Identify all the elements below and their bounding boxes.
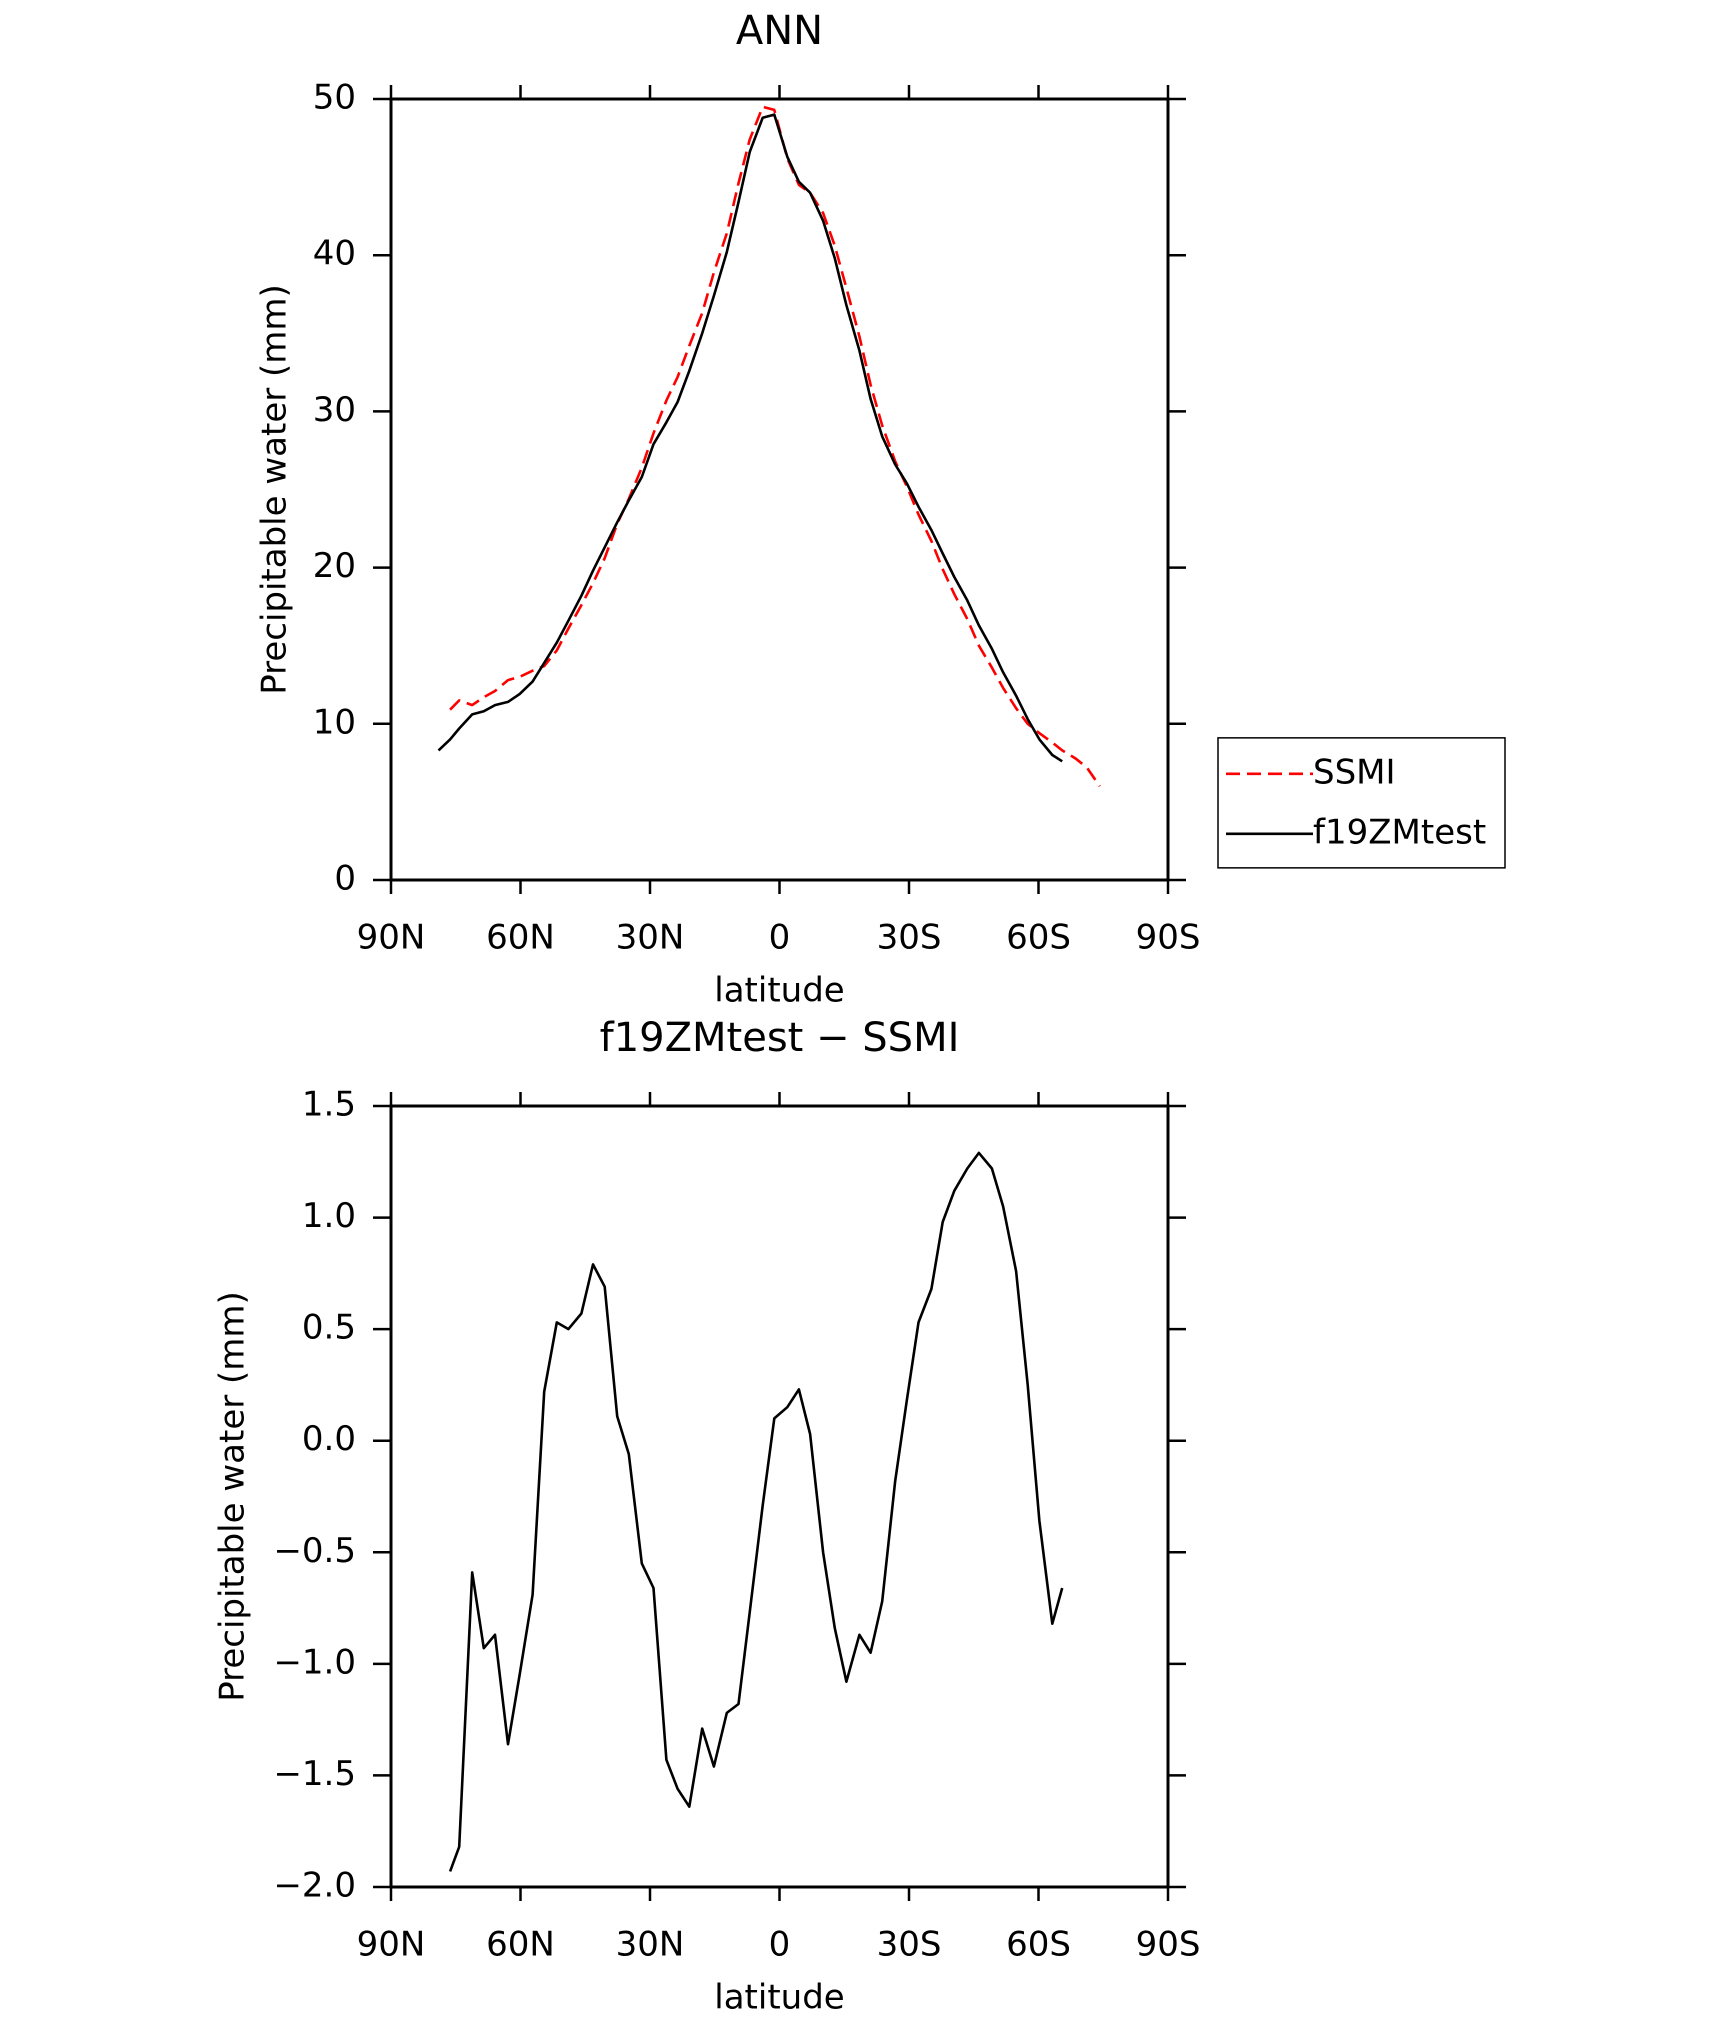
- legend-box: [1217, 737, 1506, 869]
- y-tick-label: −0.5: [273, 1531, 356, 1571]
- plot-frame: [389, 97, 1170, 882]
- x-tick-label: 90S: [1136, 918, 1201, 958]
- x-tick-label: 90N: [357, 1925, 426, 1965]
- x-axis-label: latitude: [714, 1978, 844, 2018]
- x-tick-label: 30N: [616, 918, 685, 958]
- legend-label: f19ZMtest: [1313, 812, 1486, 852]
- y-tick-label: 1.5: [302, 1085, 356, 1125]
- x-tick-label: 30S: [877, 918, 942, 958]
- x-tick-label: 60S: [1006, 1925, 1071, 1965]
- y-tick-label: −1.5: [273, 1754, 356, 1794]
- y-tick-label: 0: [334, 859, 356, 899]
- plot-frame: [389, 1104, 1170, 1889]
- x-tick-label: 90S: [1136, 1925, 1201, 1965]
- chart-title: ANN: [736, 8, 823, 54]
- y-tick-label: −1.0: [273, 1642, 356, 1682]
- x-tick-label: 90N: [357, 918, 426, 958]
- y-tick-label: 40: [313, 234, 356, 274]
- x-axis-label: latitude: [714, 971, 844, 1011]
- y-axis-label: Precipitable water (mm): [255, 284, 295, 695]
- y-tick-label: 20: [313, 546, 356, 586]
- y-tick-label: 0.0: [302, 1419, 356, 1459]
- x-tick-label: 30S: [877, 1925, 942, 1965]
- y-tick-label: −2.0: [273, 1866, 356, 1906]
- y-tick-label: 10: [313, 702, 356, 742]
- legend-label: SSMI: [1313, 752, 1396, 792]
- y-tick-label: 1.0: [302, 1196, 356, 1236]
- data-line: [437, 113, 1063, 763]
- x-tick-label: 60S: [1006, 918, 1071, 958]
- x-tick-label: 60N: [486, 1925, 555, 1965]
- chart-title: f19ZMtest − SSMI: [600, 1015, 960, 1061]
- data-line: [449, 105, 1101, 788]
- data-line: [448, 1151, 1064, 1872]
- y-tick-label: 50: [313, 78, 356, 118]
- x-tick-label: 60N: [486, 918, 555, 958]
- y-axis-label: Precipitable water (mm): [213, 1291, 253, 1702]
- y-tick-label: 0.5: [302, 1308, 356, 1348]
- x-tick-label: 30N: [616, 1925, 685, 1965]
- x-tick-label: 0: [769, 918, 791, 958]
- x-tick-label: 0: [769, 1925, 791, 1965]
- y-tick-label: 30: [313, 390, 356, 430]
